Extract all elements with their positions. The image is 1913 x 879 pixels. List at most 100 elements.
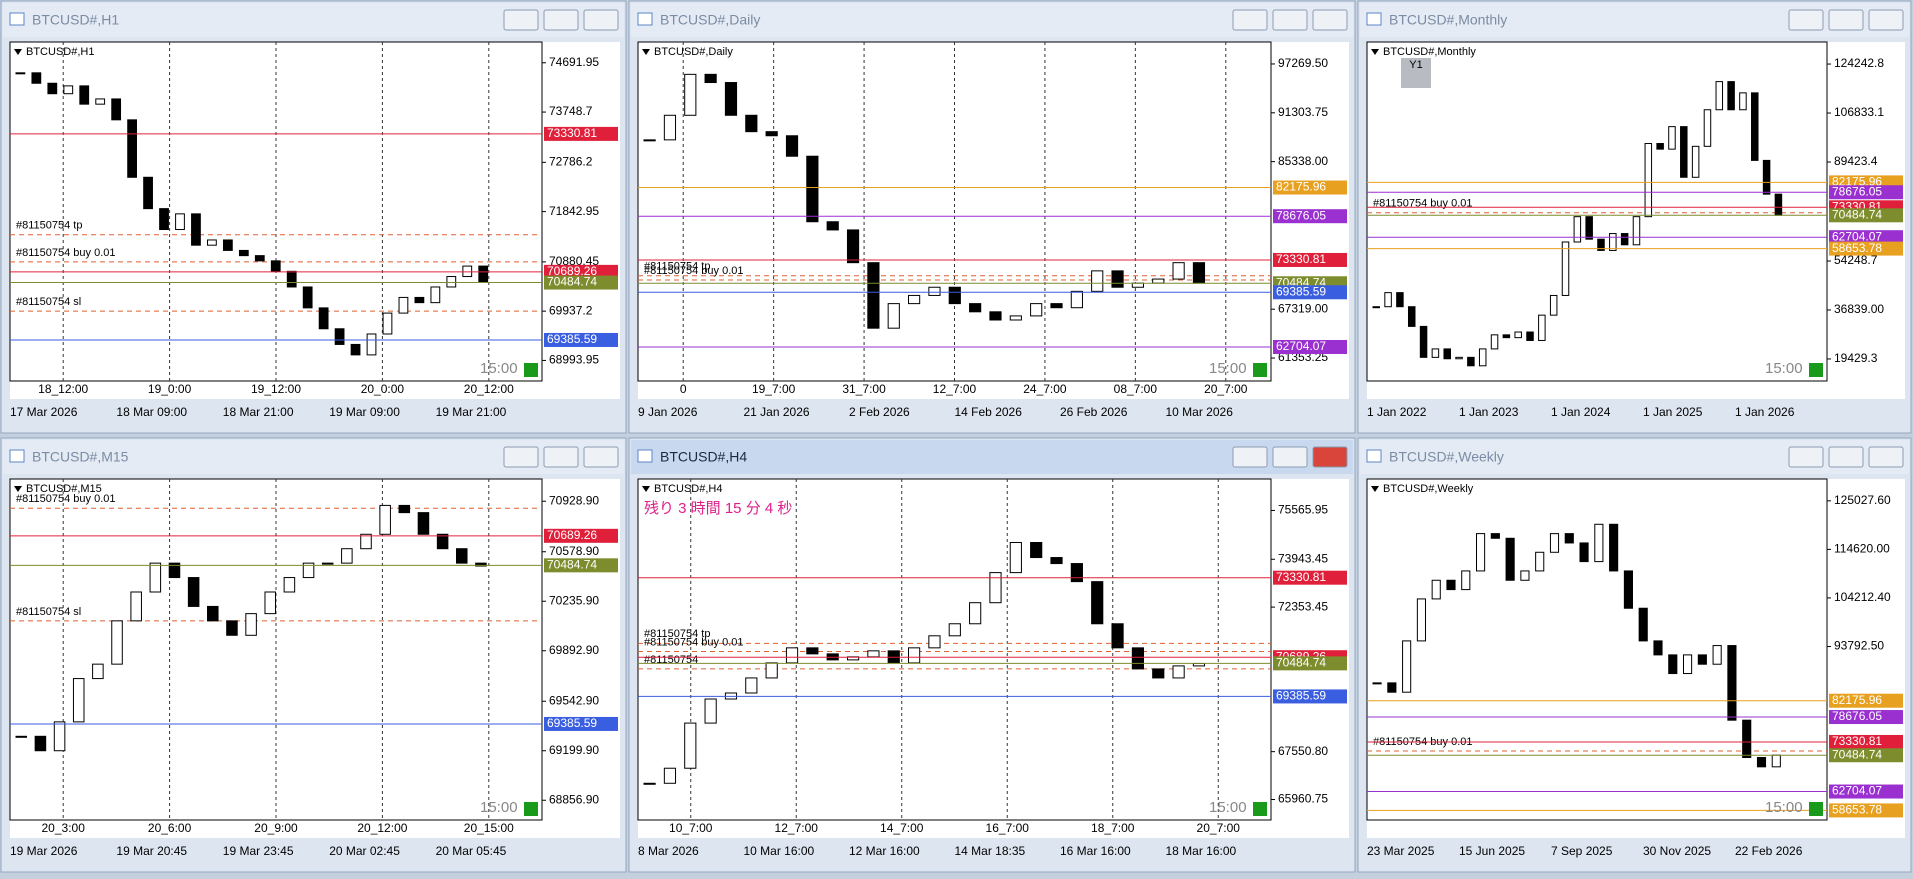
date-label: 12 Mar 16:00 xyxy=(849,844,920,858)
date-label: 1 Jan 2023 xyxy=(1459,405,1519,419)
maximize-button[interactable] xyxy=(1272,446,1308,468)
bar-timer: 15:00 xyxy=(1209,799,1247,816)
date-label: 19 Mar 23:45 xyxy=(223,844,294,858)
candle xyxy=(1502,334,1511,339)
close-button[interactable] xyxy=(1312,9,1348,31)
separator-label: 20_12:00 xyxy=(357,821,407,835)
candle xyxy=(1594,523,1604,563)
candle xyxy=(1446,579,1456,591)
badge-box xyxy=(1401,58,1431,88)
date-label: 16 Mar 16:00 xyxy=(1060,844,1131,858)
y-tick-label: 106833.1 xyxy=(1834,105,1884,119)
maximize-button[interactable] xyxy=(1272,9,1308,31)
bar-timer: 15:00 xyxy=(1765,360,1803,377)
candle xyxy=(302,286,313,309)
minimize-button[interactable] xyxy=(1232,446,1268,468)
price-tag-label: 69385.59 xyxy=(547,332,597,346)
menu-triangle xyxy=(14,486,22,492)
date-label: 20 Mar 02:45 xyxy=(329,844,400,858)
candle xyxy=(1680,126,1688,178)
close-button[interactable] xyxy=(1868,446,1904,468)
minimize-button[interactable] xyxy=(503,446,539,468)
menu-triangle xyxy=(642,486,650,492)
candle xyxy=(318,307,329,330)
separator-label: 12_7:00 xyxy=(933,382,977,396)
maximize-button[interactable] xyxy=(543,446,579,468)
date-label: 30 Nov 2025 xyxy=(1643,844,1711,858)
price-tag-label: 69385.59 xyxy=(547,716,597,730)
y-tick-label: 69892.90 xyxy=(549,643,599,657)
candle xyxy=(1579,542,1589,563)
candle xyxy=(1774,193,1783,216)
candle xyxy=(127,119,137,178)
price-tag-label: 70484.74 xyxy=(547,275,597,289)
y-tick-label: 65960.75 xyxy=(1278,792,1328,806)
close-button[interactable] xyxy=(583,446,619,468)
y-tick-label: 36839.00 xyxy=(1834,302,1884,316)
price-tag xyxy=(544,558,618,573)
candle xyxy=(1526,331,1534,341)
candle xyxy=(478,265,489,283)
price-tag-label: 58653.78 xyxy=(1832,803,1882,817)
minimize-button[interactable] xyxy=(1788,9,1824,31)
candle xyxy=(1050,303,1063,309)
window-title: BTCUSD#,H4 xyxy=(660,449,747,465)
candle xyxy=(928,635,941,649)
minimize-button[interactable] xyxy=(1788,446,1824,468)
maximize-button[interactable] xyxy=(1828,446,1864,468)
close-button[interactable] xyxy=(1868,9,1904,31)
price-tag-label: 70484.74 xyxy=(1832,207,1882,221)
y-tick-label: 68993.95 xyxy=(549,353,599,367)
candle xyxy=(455,548,468,564)
candle xyxy=(1585,216,1593,240)
separator-label: 18_7:00 xyxy=(1091,821,1135,835)
date-label: 1 Jan 2022 xyxy=(1367,405,1427,419)
candle xyxy=(663,114,677,141)
order-label: #81150754 tp xyxy=(644,261,710,273)
candle xyxy=(1564,533,1574,544)
menu-triangle xyxy=(642,49,650,55)
candle xyxy=(175,213,185,231)
candle xyxy=(1715,81,1724,111)
date-label: 14 Feb 2026 xyxy=(955,405,1023,419)
candle xyxy=(1172,262,1185,280)
candle xyxy=(34,735,47,752)
minimize-button[interactable] xyxy=(1232,9,1268,31)
separator-label: 20_6:00 xyxy=(148,821,192,835)
close-button[interactable] xyxy=(1312,446,1348,468)
y-tick-label: 75565.95 xyxy=(1278,503,1328,517)
plot-border xyxy=(1366,478,1828,821)
candle xyxy=(1756,756,1767,768)
candle xyxy=(1372,682,1382,685)
symbol-label: BTCUSD#,H1 xyxy=(26,46,94,58)
symbol-label: BTCUSD#,Weekly xyxy=(1383,483,1474,495)
symbol-label: BTCUSD#,Daily xyxy=(654,46,733,58)
y-tick-label: 125027.60 xyxy=(1834,493,1891,507)
y-tick-label: 73943.45 xyxy=(1278,551,1328,565)
maximize-button[interactable] xyxy=(1828,9,1864,31)
candle xyxy=(1152,668,1165,679)
window-icon xyxy=(9,449,25,463)
candle xyxy=(398,296,409,314)
minimize-button[interactable] xyxy=(503,9,539,31)
candle xyxy=(159,208,169,231)
maximize-button[interactable] xyxy=(543,9,579,31)
chart-area xyxy=(1367,479,1905,838)
candle xyxy=(948,286,961,305)
candle xyxy=(1683,654,1693,675)
countdown: 残り 3 時間 15 分 4 秒 xyxy=(644,500,792,517)
date-label: 7 Sep 2025 xyxy=(1551,844,1613,858)
close-button[interactable] xyxy=(583,9,619,31)
y-tick-label: 72786.2 xyxy=(549,155,593,169)
window-icon xyxy=(637,449,653,463)
candle xyxy=(31,72,42,84)
price-tag xyxy=(1273,689,1347,704)
price-tag-label: 82175.96 xyxy=(1832,693,1882,707)
candle xyxy=(1402,640,1412,693)
price-tag-label: 58653.78 xyxy=(1832,241,1882,255)
candle xyxy=(417,512,430,535)
order-label: #81150754 xyxy=(644,654,698,666)
candle xyxy=(1467,356,1475,367)
price-tag-label: 70484.74 xyxy=(1832,747,1882,761)
chart-area xyxy=(10,479,620,838)
